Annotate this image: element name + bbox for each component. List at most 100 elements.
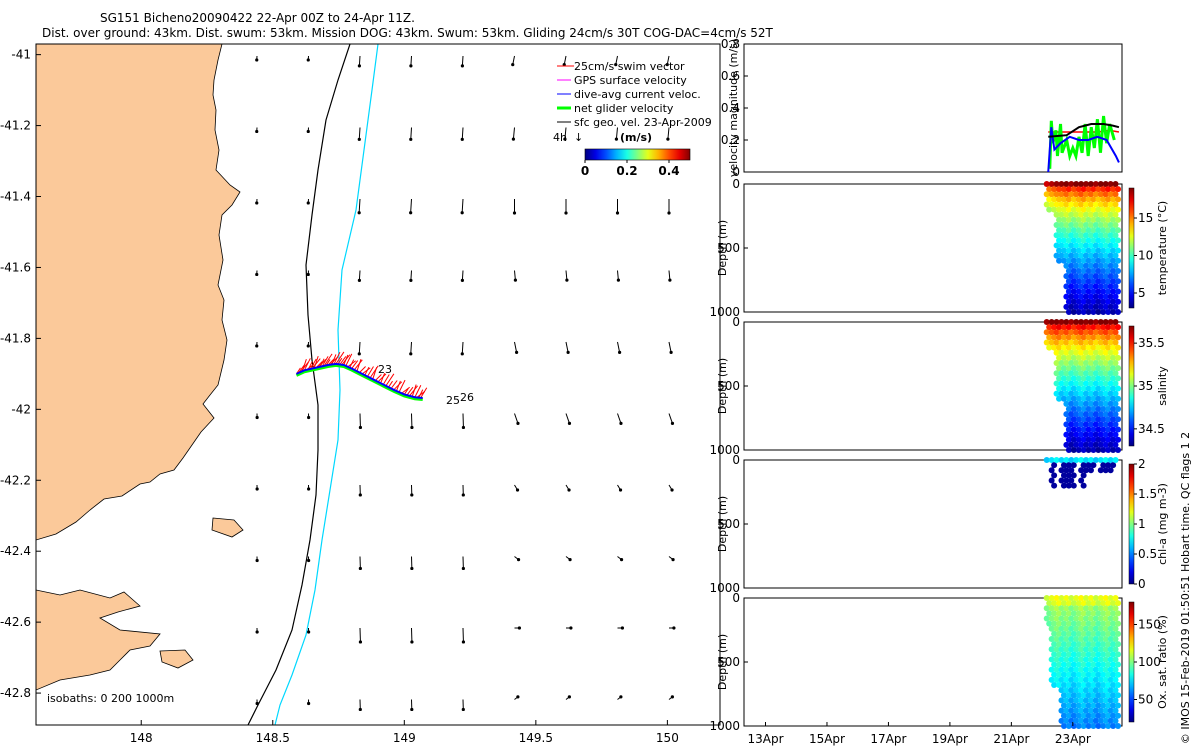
section-point: [1100, 309, 1107, 315]
section-point: [1100, 447, 1107, 453]
section-point: [1087, 242, 1094, 249]
section-point: [1075, 630, 1082, 637]
section-point: [1100, 620, 1107, 627]
swim-vector: [409, 385, 418, 397]
section-point: [1110, 462, 1117, 469]
section-point: [1097, 467, 1104, 474]
salinity-section-cbar-tick-label: 35: [1138, 379, 1153, 393]
section-point: [1051, 610, 1058, 617]
island-2: [159, 649, 194, 669]
section-point: [1083, 595, 1090, 601]
sfc-vector-head: [255, 630, 259, 634]
map-colorbar-ticks: 0 0.2 0.4: [581, 160, 680, 178]
section-point: [1085, 641, 1092, 648]
section-point: [1083, 201, 1090, 208]
section-point: [1102, 625, 1109, 632]
section-point: [1095, 426, 1102, 433]
section-point: [1073, 221, 1080, 228]
section-point: [1060, 472, 1067, 479]
section-point: [1060, 354, 1067, 361]
section-point: [1070, 309, 1077, 315]
section-point: [1078, 687, 1085, 694]
section-point: [1115, 641, 1122, 648]
section-point: [1100, 426, 1107, 433]
section-point: [1087, 707, 1094, 714]
section-point: [1110, 257, 1117, 264]
section-point: [1083, 349, 1090, 356]
section-point: [1110, 641, 1117, 648]
time-tick-label: 15Apr: [809, 732, 845, 746]
section-point: [1112, 625, 1119, 632]
section-point: [1115, 610, 1122, 617]
section-point: [1083, 319, 1090, 325]
sfc-vector: [512, 127, 515, 140]
sfc-vector: [615, 127, 618, 140]
section-point: [1105, 354, 1112, 361]
section-point: [1075, 416, 1082, 423]
section-point: [1070, 268, 1077, 275]
section-point: [1083, 211, 1090, 218]
section-point: [1095, 344, 1102, 351]
section-point: [1056, 365, 1063, 372]
section-point: [1068, 252, 1075, 259]
section-point: [1112, 349, 1119, 356]
section-point: [1100, 712, 1107, 719]
map-x-tick-label: 150: [656, 731, 679, 745]
section-point: [1053, 380, 1060, 387]
sfc-vector-head: [306, 344, 310, 348]
section-point: [1053, 191, 1060, 198]
map-y-tick-label: -41.2: [0, 119, 31, 133]
section-point: [1092, 441, 1099, 448]
time-axis: 13Apr 15Apr 17Apr 19Apr 21Apr 23Apr: [747, 722, 1091, 746]
section-point: [1078, 191, 1085, 198]
section-point: [1087, 252, 1094, 259]
section-point: [1063, 242, 1070, 249]
section-point: [1092, 349, 1099, 356]
section-point: [1095, 257, 1102, 264]
section-point: [1112, 707, 1119, 714]
section-point: [1102, 390, 1109, 397]
section-point: [1073, 625, 1080, 632]
section-point: [1107, 380, 1114, 387]
track-label-23: 23: [378, 363, 392, 376]
swim-vector: [313, 355, 319, 369]
section-point: [1070, 196, 1077, 203]
section-point: [1105, 620, 1112, 627]
map-panel: 23 25 26 148 148.5 149 149.5 150 -41-41.2-41…: [0, 43, 721, 745]
section-point: [1060, 630, 1067, 637]
sfc-vector-head: [409, 352, 413, 356]
section-point: [1090, 309, 1097, 315]
sfc-vector-head: [307, 415, 311, 420]
section-point: [1095, 406, 1102, 413]
section-point: [1092, 359, 1099, 366]
sfc-vector: [514, 270, 516, 281]
section-point: [1058, 339, 1065, 346]
salinity-section-colorbar: [1128, 325, 1135, 447]
section-point: [1087, 421, 1094, 428]
section-point: [1053, 605, 1060, 612]
section-point: [1073, 656, 1080, 663]
section-point: [1115, 334, 1122, 341]
section-point: [1058, 232, 1065, 239]
section-point: [1070, 344, 1077, 351]
section-point: [1110, 671, 1117, 678]
section-point: [1115, 630, 1122, 637]
section-point: [1078, 181, 1085, 187]
salinity-section-cbar-tick-label: 35.5: [1138, 336, 1165, 350]
section-point: [1056, 216, 1063, 223]
section-point: [1056, 257, 1063, 264]
section-point: [1085, 309, 1092, 315]
temperature-section-colorbar-label: temperature (°C): [1156, 201, 1169, 295]
section-point: [1102, 676, 1109, 683]
section-point: [1065, 334, 1072, 341]
map-y-tick-label: -42.2: [0, 473, 31, 487]
section-point: [1100, 375, 1107, 382]
oxygen-section-cbar-tick-label: 150: [1138, 618, 1161, 632]
section-point: [1100, 247, 1107, 254]
section-point: [1090, 385, 1097, 392]
section-point: [1092, 339, 1099, 346]
section-point: [1112, 211, 1119, 218]
section-point: [1043, 605, 1050, 612]
section-point: [1083, 329, 1090, 336]
colorbar-tick-label: 0.4: [658, 164, 679, 178]
